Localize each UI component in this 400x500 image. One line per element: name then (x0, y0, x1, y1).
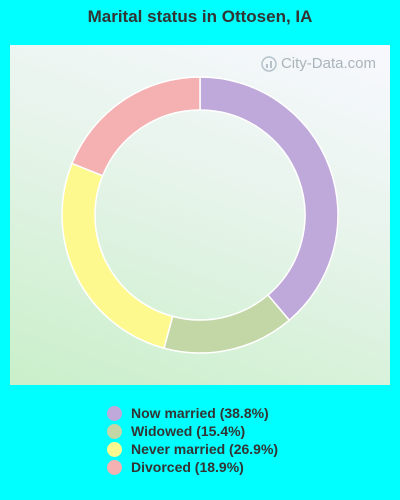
legend-item-divorced: Divorced (18.9%) (107, 458, 278, 476)
legend-label: Now married (38.8%) (131, 405, 269, 421)
watermark: City-Data.com (261, 55, 376, 72)
slice-widowed (163, 293, 291, 354)
legend-swatch (107, 459, 122, 475)
legend-swatch (107, 423, 122, 439)
slice-divorced (71, 76, 201, 177)
city-data-logo-icon (261, 55, 277, 72)
plot-area: City-Data.com (10, 45, 390, 385)
slice-now-married (199, 76, 339, 322)
slice-never-married (61, 162, 174, 350)
watermark-text: City-Data.com (280, 55, 376, 72)
chart-title: Marital status in Ottosen, IA (87, 7, 313, 26)
legend-swatch (107, 441, 122, 457)
legend-label: Divorced (18.9%) (131, 459, 244, 475)
legend: Now married (38.8%) Widowed (15.4%) Never … (107, 404, 278, 476)
donut-chart (61, 76, 339, 354)
legend-item-now-married: Now married (38.8%) (107, 404, 278, 422)
legend-item-widowed: Widowed (15.4%) (107, 422, 278, 440)
legend-item-never-married: Never married (26.9%) (107, 440, 278, 458)
legend-label: Never married (26.9%) (131, 441, 279, 457)
legend-label: Widowed (15.4%) (131, 423, 246, 439)
legend-swatch (107, 405, 122, 421)
